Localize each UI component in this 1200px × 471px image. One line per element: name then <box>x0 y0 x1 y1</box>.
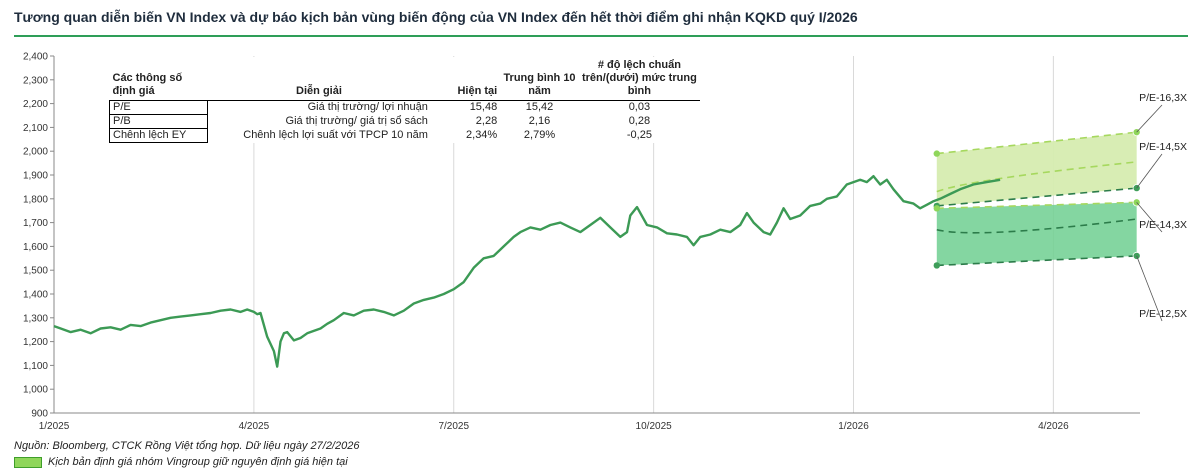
legend-label: Kịch bản định giá nhóm Vingroup giữ nguy… <box>48 456 348 468</box>
x-tick-label: 4/2026 <box>1038 421 1069 432</box>
chart-title: Tương quan diễn biến VN Index và dự báo … <box>14 9 858 25</box>
table-header-avg: Trung bình 10 năm <box>500 57 579 101</box>
valuation-table: Các thông số định giá Diễn giải Hiện tại… <box>109 57 700 143</box>
table-cell: 0,03 <box>628 101 651 114</box>
y-tick-label: 2,100 <box>23 123 48 134</box>
scenario-line <box>936 201 1137 210</box>
table-cell: 15,42 <box>525 101 554 114</box>
y-tick-label: 1,000 <box>23 385 48 396</box>
scenario-line <box>936 255 1137 267</box>
y-tick-label: 1,700 <box>23 218 48 229</box>
y-tick-label: 900 <box>31 409 48 420</box>
table-cell: P/E <box>109 100 208 115</box>
table-row: Chênh lệch EY Chênh lệch lợi suất với TP… <box>109 128 701 143</box>
scenario-line <box>936 131 1137 155</box>
table-header-metric: Các thông số định giá <box>109 57 208 101</box>
scenario-leader <box>1136 104 1163 133</box>
y-tick-label: 1,900 <box>23 171 48 182</box>
scenario-leader <box>1136 153 1163 189</box>
table-cell: Chênh lệch EY <box>109 128 208 143</box>
legend: Kịch bản định giá nhóm Vingroup giữ nguy… <box>14 456 348 468</box>
table-cell: 15,48 <box>469 101 498 114</box>
y-tick-label: 2,400 <box>23 52 48 63</box>
x-tick-label: 10/2025 <box>636 421 673 432</box>
table-cell: 2,34% <box>466 129 498 141</box>
scenario-band-lower <box>936 202 1137 266</box>
y-tick-label: 2,200 <box>23 99 48 110</box>
y-tick-label: 1,100 <box>23 361 48 372</box>
scenario-start-dot <box>933 262 940 269</box>
table-cell: Chênh lệch lợi suất với TPCP 10 năm <box>243 129 428 141</box>
table-header-current: Hiện tại <box>430 57 501 101</box>
scenario-line <box>936 187 1137 207</box>
table-header-description: Diễn giải <box>207 57 431 101</box>
scenario-label: P/E-14,5X <box>1139 141 1187 153</box>
table-cell: P/B <box>109 114 208 129</box>
table-cell: Giá thị trường/ giá trị sổ sách <box>285 115 428 127</box>
y-tick-label: 1,600 <box>23 242 48 253</box>
title-divider <box>14 35 1188 37</box>
table-cell: -0,25 <box>626 129 652 141</box>
chart-canvas: 1/2025 4/2025 7/2025 10/2025 1/2026 4/2026 2,4… <box>23 52 1187 433</box>
table-cell: 2,28 <box>475 115 498 127</box>
source-note: Nguồn: Bloomberg, CTCK Rồng Việt tổng hợ… <box>14 440 360 452</box>
scenario-leader <box>1136 202 1163 233</box>
table-header-stdev: # độ lệch chuẩn trên/(dưới) mức trung bì… <box>578 57 700 101</box>
scenario-label: P/E-12,5X <box>1139 308 1187 320</box>
scenario-start-dot <box>933 150 940 157</box>
scenario-band-upper <box>936 132 1137 206</box>
scenario-label: P/E-14,3X <box>1139 219 1187 231</box>
table-cell: Giá thị trường/ lợi nhuận <box>307 101 428 114</box>
y-tick-label: 1,500 <box>23 266 48 277</box>
table-cell: 2,79% <box>523 129 556 141</box>
table-cell: 2,16 <box>528 115 551 127</box>
scenario-label: P/E-16,3X <box>1139 92 1187 104</box>
scenario-end-dot <box>1132 251 1141 260</box>
y-tick-label: 2,300 <box>23 75 48 86</box>
table-cell: 0,28 <box>628 115 651 127</box>
y-tick-label: 2,000 <box>23 147 48 158</box>
x-tick-label: 1/2026 <box>838 421 869 432</box>
table-row: P/E Giá thị trường/ lợi nhuận 15,48 15,4… <box>109 100 701 115</box>
y-tick-label: 1,200 <box>23 337 48 348</box>
legend-swatch <box>14 456 42 468</box>
scenario-start-dot <box>933 205 940 212</box>
y-tick-label: 1,300 <box>23 313 48 324</box>
x-tick-label: 7/2025 <box>438 421 469 432</box>
y-tick-label: 1,800 <box>23 194 48 205</box>
x-tick-label: 1/2025 <box>39 421 70 432</box>
y-tick-label: 1,400 <box>23 290 48 301</box>
table-row: P/B Giá thị trường/ giá trị sổ sách 2,28… <box>109 114 701 129</box>
scenario-guide-upper <box>936 161 1137 193</box>
x-tick-label: 4/2025 <box>239 421 270 432</box>
scenario-leader <box>1136 255 1163 322</box>
vnindex-line <box>53 175 1001 368</box>
